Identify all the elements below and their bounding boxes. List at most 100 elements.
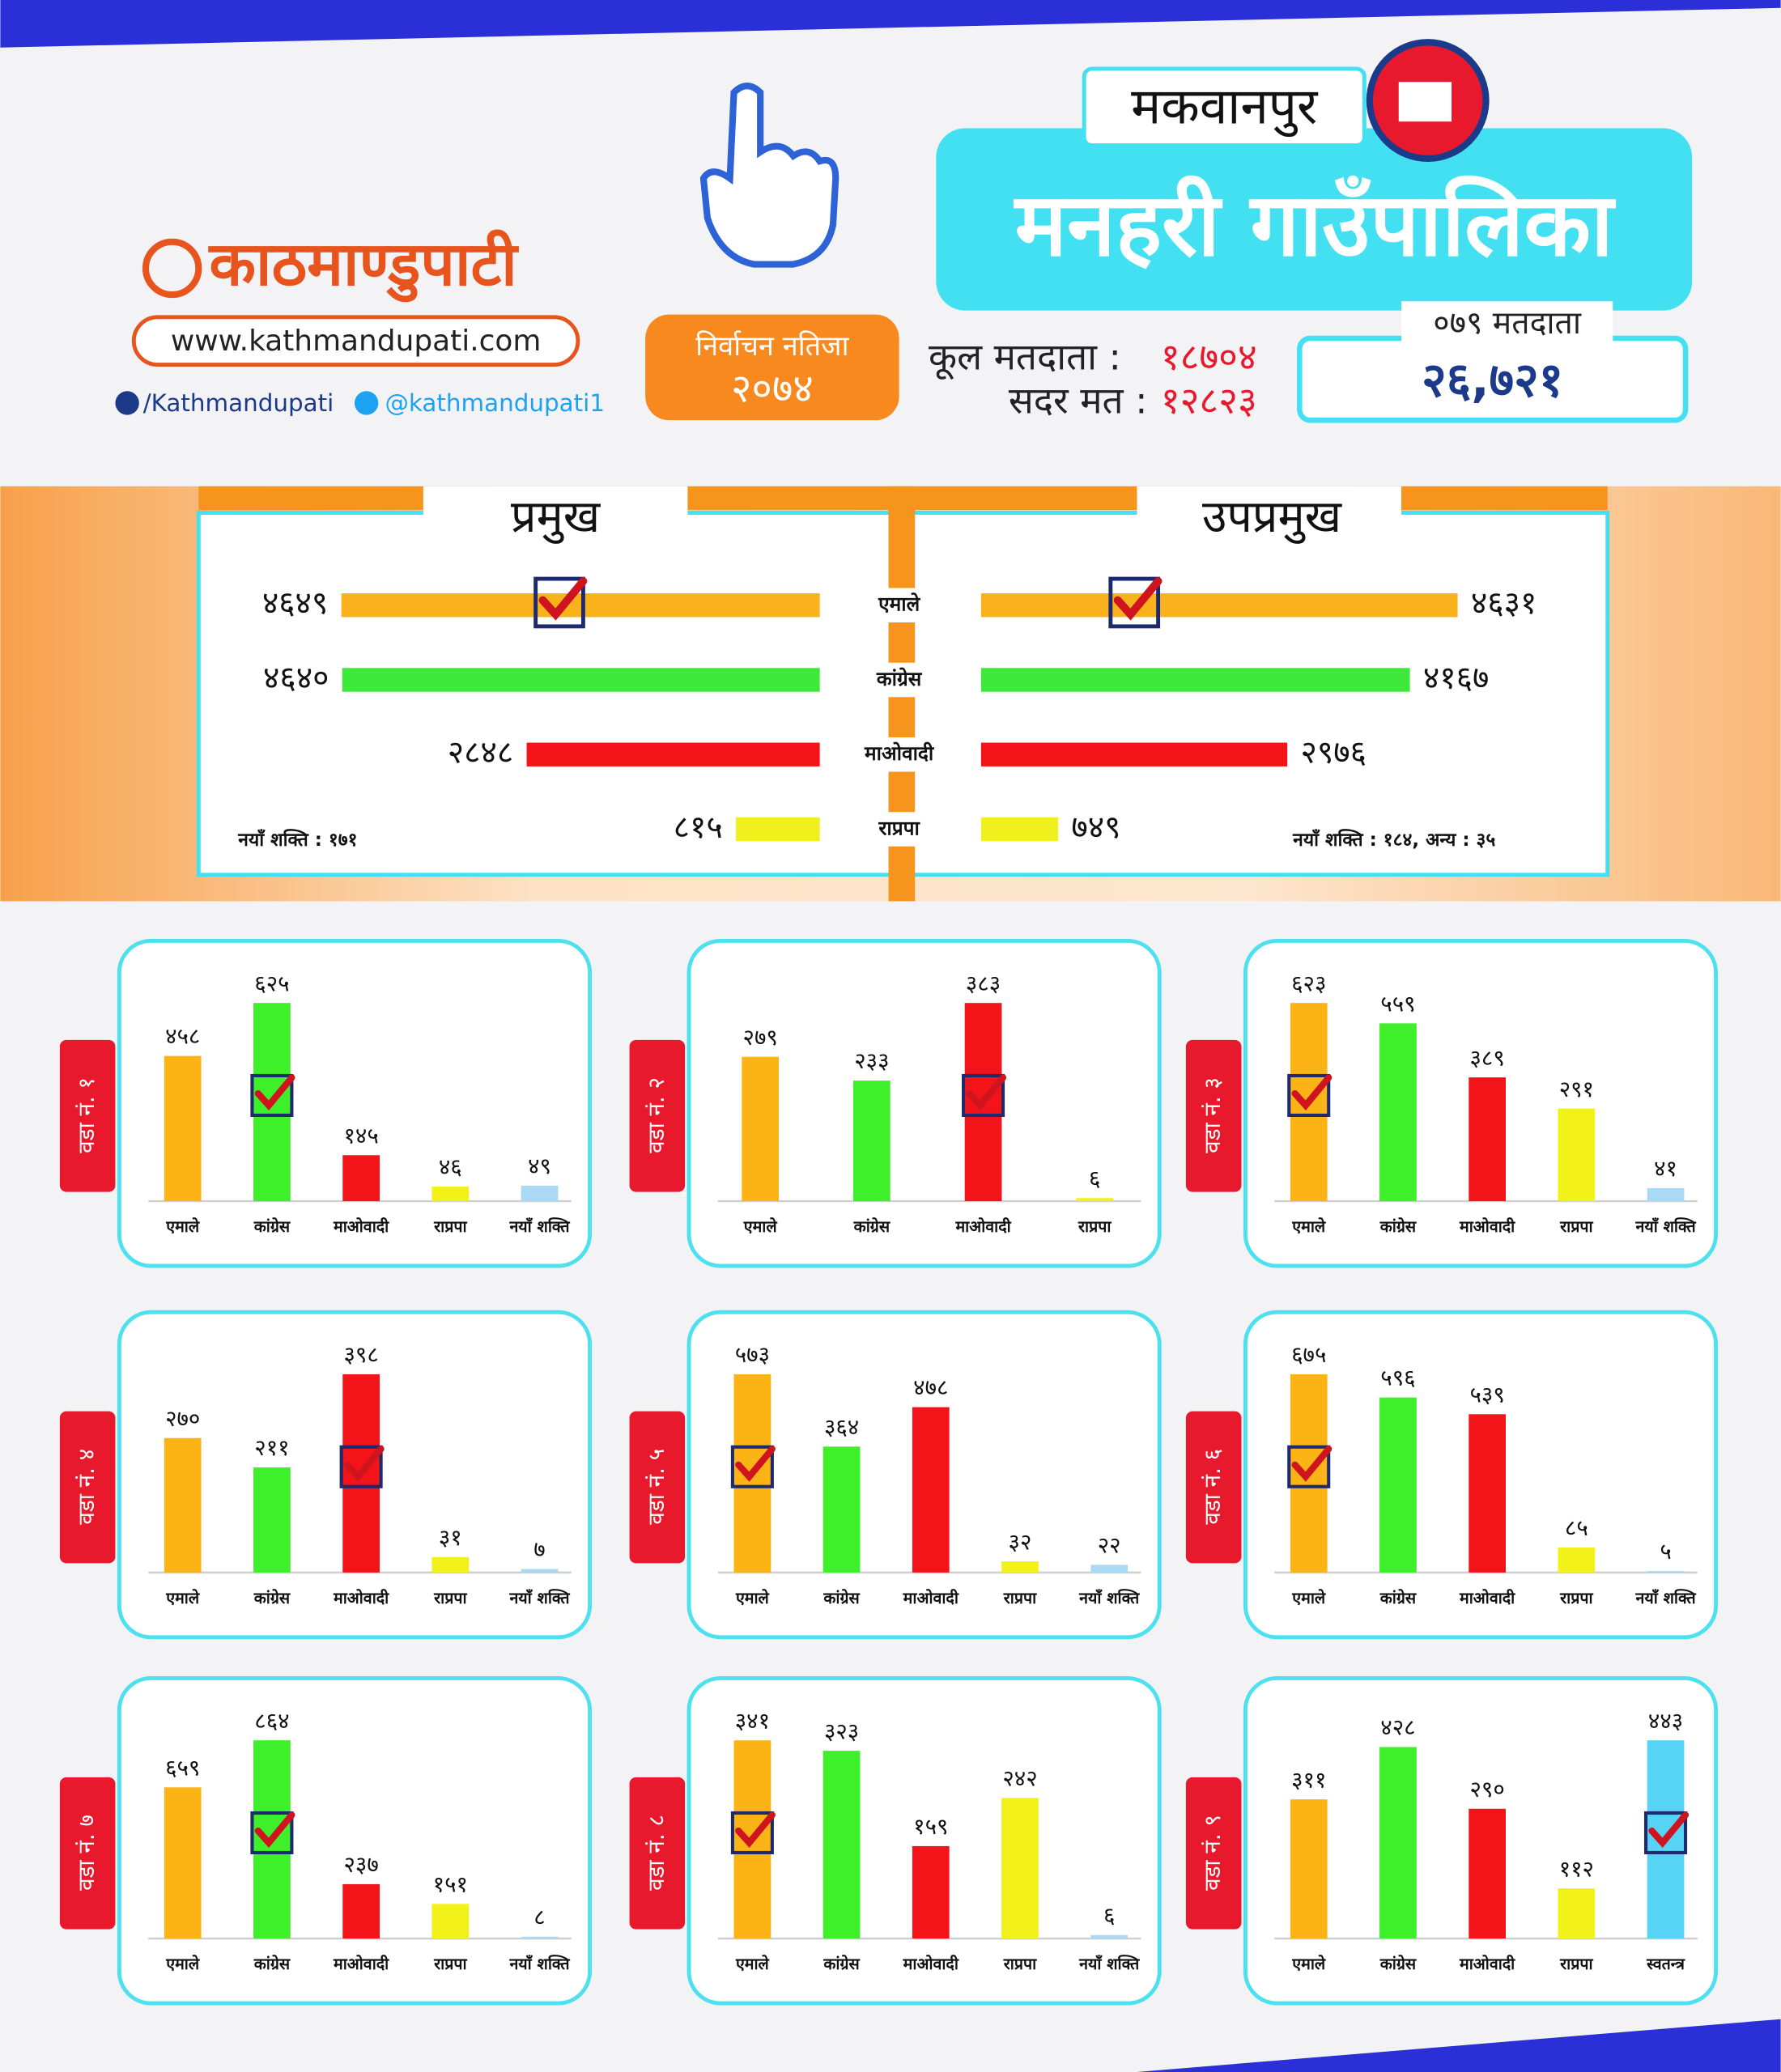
bar <box>822 1751 861 1939</box>
category-label: माओवादी <box>954 1217 1011 1236</box>
category-label: एमाले <box>743 1217 778 1236</box>
category-label: राप्रपा <box>878 816 920 839</box>
bar <box>431 1556 470 1573</box>
website-pill <box>131 315 580 367</box>
category-label: माओवादी <box>333 1955 389 1973</box>
series-name: प्रमुख <box>511 490 601 544</box>
value-label: २७९ <box>743 1024 778 1051</box>
value-label: ४५८ <box>165 1023 200 1050</box>
bar <box>526 742 820 766</box>
value-label: ४४३ <box>1648 1707 1683 1734</box>
category-label: एमाले <box>165 1589 200 1607</box>
value-label: ४६४९ <box>262 585 328 622</box>
value-label: ८१५ <box>674 809 723 846</box>
category-label: कांग्रेस <box>1379 1955 1417 1973</box>
category-label: माओवादी <box>1459 1217 1515 1236</box>
chart-layer: एमाले कांग्रेस माओवादी राप्रपा प्रमुख नयाँ शक… <box>59 490 1719 2006</box>
category-label: राप्रपा <box>1559 1217 1593 1236</box>
value-label: ३९८ <box>343 1341 378 1368</box>
bar <box>742 1056 780 1202</box>
category-label: कांग्रेस <box>876 667 923 690</box>
bar <box>980 742 1288 766</box>
district: मकवानपुर <box>1131 77 1319 138</box>
check-box <box>250 1811 294 1855</box>
check-mark <box>735 1446 776 1482</box>
category-label: कांग्रेस <box>853 1217 890 1236</box>
check-box <box>250 1073 294 1118</box>
bar <box>521 1185 559 1202</box>
ward-title: वडा नं. ७ <box>73 1815 100 1891</box>
bar <box>164 1437 202 1573</box>
bar <box>1558 1888 1596 1939</box>
ward-card <box>117 1676 593 2006</box>
value-label: ७ <box>533 1536 545 1563</box>
value-label: २७० <box>165 1405 200 1432</box>
voters-079: २६,७२१ <box>1422 352 1563 408</box>
ward-tag <box>59 1777 116 1930</box>
bar <box>1558 1108 1596 1202</box>
category-label: राप्रपा <box>433 1217 467 1236</box>
top-stripe <box>0 0 1781 48</box>
category-label: कांग्रेस <box>253 1955 291 1973</box>
ward-title: वडा नं. ४ <box>73 1449 100 1525</box>
ward-title: वडा नं. ८ <box>643 1815 669 1891</box>
ward-tag <box>1185 1039 1242 1192</box>
logo-icon <box>142 238 202 299</box>
value-label: २३७ <box>343 1851 378 1878</box>
value-label: ३२३ <box>824 1717 859 1744</box>
check-box <box>1287 1073 1331 1118</box>
tab-right <box>1137 486 1402 555</box>
bar <box>342 1883 380 1939</box>
category-label: एमाले <box>1291 1589 1326 1607</box>
value-label: ८६४ <box>254 1707 289 1734</box>
bar <box>736 817 820 842</box>
bar <box>1090 1934 1129 1939</box>
category-label: नयाँ शक्ति <box>1078 1955 1140 1973</box>
total-voters-label: कूल मतदाता : <box>929 336 1121 380</box>
ward-title: वडा नं. ५ <box>643 1449 669 1525</box>
hand-icon <box>699 83 839 268</box>
bar <box>912 1845 950 1939</box>
check-box <box>730 1445 774 1488</box>
category-label: कांग्रेस <box>822 1589 860 1607</box>
bar <box>822 1446 861 1573</box>
series-name: उपप्रमुख <box>1202 490 1343 544</box>
bar <box>1379 1023 1417 1202</box>
valid-votes-label: सदर मत : <box>1009 379 1148 422</box>
category-label: राप्रपा <box>1559 1589 1593 1607</box>
check-mark <box>254 1811 295 1848</box>
bar <box>341 593 820 618</box>
value-label: ६ <box>1103 1902 1115 1929</box>
valid-votes: १२८२३ <box>1161 379 1257 422</box>
value-label: ७४९ <box>1071 809 1120 846</box>
value-label: ३११ <box>1291 1766 1326 1793</box>
ward-tag <box>59 1411 116 1564</box>
check-box <box>533 576 585 629</box>
bar <box>1290 1799 1328 1939</box>
category-label: राप्रपा <box>1003 1955 1037 1973</box>
ward-title: वडा नं. १ <box>73 1077 100 1153</box>
bar <box>342 1155 380 1202</box>
logo-text: काठमाण्डुपाटी <box>207 228 519 303</box>
ward-tag <box>629 1777 686 1930</box>
value-label: ५९६ <box>1380 1365 1415 1391</box>
value-label: २३३ <box>854 1047 889 1074</box>
category-label: एमाले <box>165 1217 200 1236</box>
category-label: एमाले <box>165 1955 200 1973</box>
value-label: २९० <box>1469 1776 1504 1802</box>
value-label: २९१ <box>1559 1076 1594 1102</box>
value-label: १५९ <box>913 1813 948 1840</box>
check-mark <box>1648 1811 1690 1848</box>
ward-title: वडा नं. ९ <box>1199 1815 1226 1891</box>
category-box <box>851 662 947 698</box>
category-label: राप्रपा <box>1078 1217 1112 1236</box>
value-label: १४५ <box>343 1122 378 1149</box>
category-label: एमाले <box>735 1589 770 1607</box>
badge-title: निर्वाचन नतिजा <box>695 330 849 363</box>
ward-title: वडा नं. २ <box>643 1077 669 1153</box>
category-box <box>851 737 947 772</box>
bar <box>1379 1397 1417 1573</box>
ward-tag <box>629 1039 686 1192</box>
value-label: ६७५ <box>1291 1341 1326 1368</box>
category-label: एमाले <box>1291 1955 1326 1973</box>
